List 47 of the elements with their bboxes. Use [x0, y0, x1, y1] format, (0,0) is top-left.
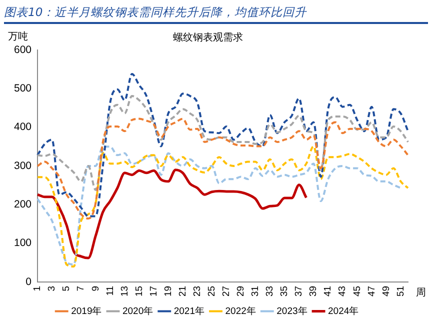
x-tick-label: 47	[366, 286, 378, 297]
x-tick-label: 31	[250, 286, 262, 297]
x-tick-label: 17	[148, 286, 160, 297]
x-tick-label: 43	[337, 286, 348, 297]
y-axis-title: 万吨	[8, 30, 28, 43]
x-tick-label: 45	[352, 286, 363, 297]
x-tick-label: 3	[46, 286, 58, 292]
chart-subtitle: 螺纹钢表观需求	[173, 32, 243, 44]
legend-label: 2024年	[328, 304, 360, 317]
legend-label: 2020年	[122, 304, 154, 317]
x-tick-label: 51	[395, 286, 406, 297]
x-tick-label: 39	[308, 286, 320, 297]
x-tick-label: 35	[279, 286, 290, 297]
x-tick-label: 13	[119, 286, 130, 297]
legend-label: 2021年	[174, 304, 206, 317]
line-series	[36, 95, 409, 191]
y-tick-label: 100	[14, 237, 32, 250]
x-tick-label: 27	[221, 286, 232, 297]
line-series	[36, 168, 308, 260]
x-tick-label: 9	[90, 286, 102, 292]
x-tick-label: 15	[134, 286, 145, 297]
chart-title: 图表10：近半月螺纹钢表需同样先升后降，均值环比回升	[4, 2, 428, 24]
x-tick-label: 5	[61, 286, 72, 292]
x-tick-label: 19	[162, 286, 174, 297]
x-axis-title: 周	[416, 288, 426, 299]
line-series	[36, 118, 409, 220]
x-tick-label: 49	[380, 286, 392, 297]
x-tick-label: 41	[322, 286, 334, 297]
x-tick-label: 1	[32, 286, 44, 292]
y-tick-label: 400	[14, 121, 32, 134]
y-tick-label: 300	[14, 160, 32, 172]
legend-label: 2019年	[71, 304, 102, 317]
line-series	[36, 72, 409, 218]
legend-label: 2022年	[225, 304, 256, 317]
x-tick-label: 25	[206, 286, 218, 297]
legend-label: 2023年	[276, 304, 308, 317]
x-tick-label: 37	[294, 286, 305, 297]
y-tick-label: 0	[26, 276, 32, 288]
x-tick-label: 7	[76, 286, 87, 292]
x-tick-label: 29	[236, 286, 247, 297]
y-tick-label: 500	[14, 82, 32, 95]
y-tick-label: 200	[14, 198, 32, 211]
x-tick-label: 11	[104, 286, 116, 296]
x-tick-label: 33	[264, 286, 276, 297]
y-tick-label: 600	[14, 44, 32, 56]
x-tick-label: 21	[177, 286, 188, 297]
x-tick-label: 23	[192, 286, 203, 297]
